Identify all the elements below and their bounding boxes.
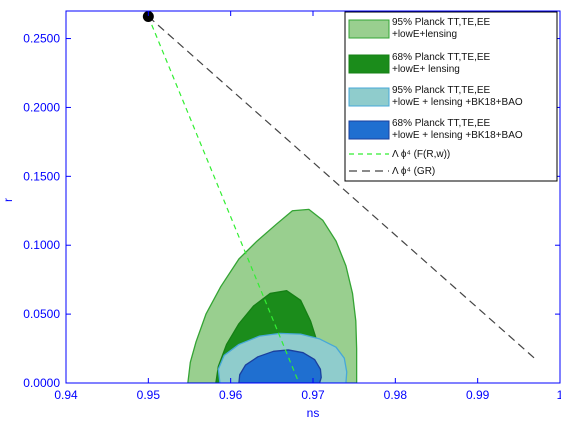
- y-tick-label: 0.0500: [23, 307, 60, 321]
- y-tick-label: 0.2000: [23, 100, 60, 114]
- x-tick-label: 0.95: [137, 388, 161, 402]
- legend-label-planck-95-line1: 95% Planck TT,TE,EE: [392, 17, 491, 28]
- legend-swatch-planck-95: [348, 19, 390, 39]
- legend-label-planck-95-line2: +lowE+lensing: [392, 29, 457, 40]
- legend-label-bk18-68-line1: 68% Planck TT,TE,EE: [392, 118, 491, 129]
- model-point: [142, 11, 154, 23]
- contour-layer: [187, 208, 358, 383]
- plot-area: [142, 11, 535, 383]
- legend-label-bk18-95-line2: +lowE + lensing +BK18+BAO: [392, 97, 523, 108]
- legend-label-fr: Λ ϕ⁴ (F(R,w)): [392, 149, 450, 160]
- y-tick-label: 0.1500: [23, 169, 60, 183]
- legend-label-bk18-68-line2: +lowE + lensing +BK18+BAO: [392, 130, 523, 141]
- y-tick-label: 0.0000: [23, 376, 60, 390]
- y-tick-label: 0.2500: [23, 32, 60, 46]
- marker-layer: [142, 11, 154, 23]
- model-lines-layer: [147, 16, 535, 383]
- contour-bk18-68: [238, 349, 322, 383]
- y-axis-ticks: 0.0000 0.0500 0.1000 0.1500 0.2000 0.2500: [23, 32, 560, 390]
- line-fr: [147, 16, 300, 383]
- y-tick-label: 0.1000: [23, 238, 60, 252]
- legend-label-planck-68-line2: +lowE+ lensing: [392, 64, 460, 75]
- x-tick-label: 1: [557, 388, 561, 402]
- legend-label-bk18-95-line1: 95% Planck TT,TE,EE: [392, 85, 491, 96]
- legend: 95% Planck TT,TE,EE +lowE+lensing 68% Pl…: [344, 11, 558, 182]
- x-axis-ticks: 0.94 0.95 0.96 0.97 0.98 0.99 1: [54, 11, 561, 402]
- x-axis-label: ns: [307, 406, 320, 418]
- legend-label-planck-68-line1: 68% Planck TT,TE,EE: [392, 52, 491, 63]
- line-gr: [147, 16, 535, 359]
- legend-label-gr: Λ ϕ⁴ (GR): [392, 166, 435, 177]
- x-tick-label: 0.96: [219, 388, 243, 402]
- legend-swatch-bk18-95: [348, 87, 390, 107]
- x-tick-label: 0.97: [301, 388, 325, 402]
- y-axis-label: r: [1, 198, 15, 202]
- legend-swatch-planck-68: [348, 54, 390, 74]
- x-tick-label: 0.98: [384, 388, 408, 402]
- x-tick-label: 0.94: [54, 388, 78, 402]
- legend-swatch-bk18-68: [348, 120, 390, 140]
- x-tick-label: 0.99: [466, 388, 490, 402]
